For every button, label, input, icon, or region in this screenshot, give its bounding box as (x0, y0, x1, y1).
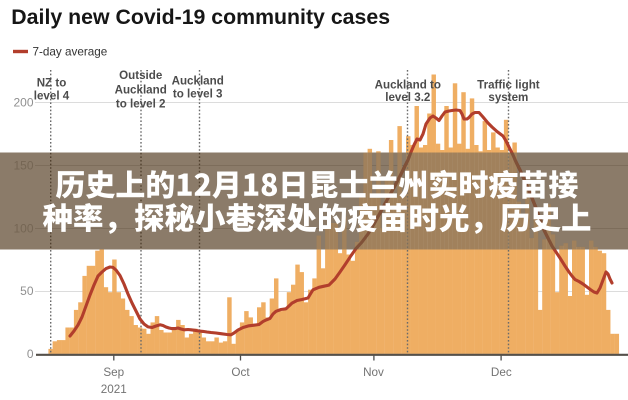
svg-text:Traffic light: Traffic light (477, 78, 540, 91)
svg-text:Auckland: Auckland (172, 74, 224, 87)
svg-text:Dec: Dec (491, 366, 512, 379)
svg-text:150: 150 (13, 158, 33, 172)
svg-text:level 4: level 4 (34, 89, 70, 102)
svg-text:100: 100 (13, 221, 33, 235)
svg-text:Daily new Covid-19 community c: Daily new Covid-19 community cases (11, 5, 390, 29)
svg-text:Oct: Oct (231, 366, 250, 379)
svg-text:to level 3: to level 3 (173, 87, 223, 100)
svg-text:level 3.2: level 3.2 (385, 91, 430, 104)
svg-text:200: 200 (13, 95, 33, 109)
svg-text:Nov: Nov (363, 366, 384, 379)
svg-text:Sep: Sep (103, 366, 124, 379)
svg-text:Outside: Outside (119, 69, 163, 82)
svg-text:NZ to: NZ to (37, 76, 67, 89)
svg-text:Auckland: Auckland (115, 83, 167, 96)
svg-text:system: system (488, 91, 528, 104)
svg-text:50: 50 (20, 284, 34, 298)
svg-text:0: 0 (27, 347, 34, 361)
svg-text:to level 2: to level 2 (116, 98, 166, 111)
svg-text:Auckland to: Auckland to (375, 78, 441, 91)
svg-text:7-day average: 7-day average (33, 46, 108, 59)
svg-text:2021: 2021 (101, 383, 127, 396)
